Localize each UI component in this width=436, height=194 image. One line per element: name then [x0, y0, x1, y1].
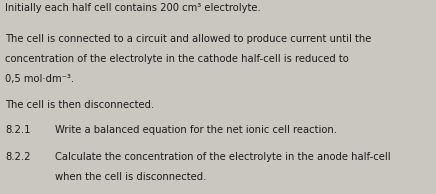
- Text: Calculate the concentration of the electrolyte in the anode half-cell: Calculate the concentration of the elect…: [54, 152, 390, 162]
- Text: Initially each half cell contains 200 cm³ electrolyte.: Initially each half cell contains 200 cm…: [5, 3, 261, 13]
- Text: 8.2.1: 8.2.1: [5, 125, 31, 135]
- Text: The cell is connected to a circuit and allowed to produce current until the: The cell is connected to a circuit and a…: [5, 34, 371, 44]
- Text: 0,5 mol·dm⁻³.: 0,5 mol·dm⁻³.: [5, 74, 75, 84]
- Text: when the cell is disconnected.: when the cell is disconnected.: [54, 172, 206, 182]
- Text: Write a balanced equation for the net ionic cell reaction.: Write a balanced equation for the net io…: [54, 125, 337, 135]
- Text: The cell is then disconnected.: The cell is then disconnected.: [5, 100, 154, 110]
- Text: 8.2.2: 8.2.2: [5, 152, 31, 162]
- Text: concentration of the electrolyte in the cathode half-cell is reduced to: concentration of the electrolyte in the …: [5, 54, 349, 64]
